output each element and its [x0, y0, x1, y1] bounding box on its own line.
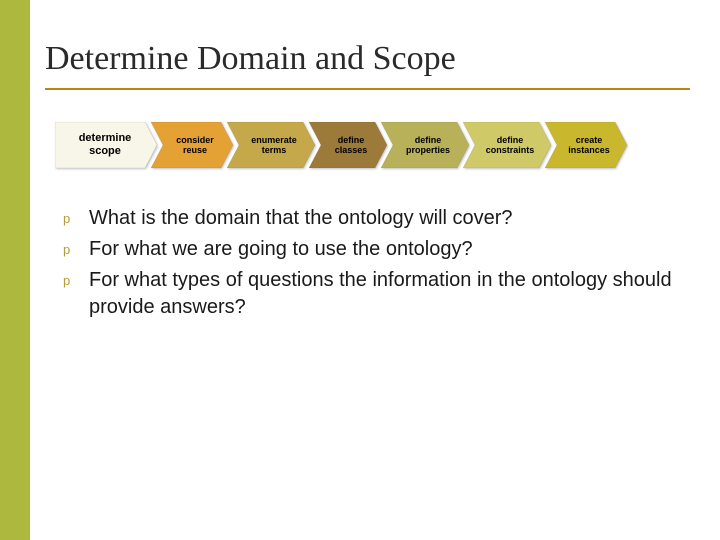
chevron-step-6: create instances	[545, 122, 627, 168]
chevron-label: define classes	[321, 135, 376, 156]
list-item: pFor what types of questions the informa…	[63, 267, 690, 321]
page-title: Determine Domain and Scope	[45, 40, 690, 90]
chevron-step-1: consider reuse	[151, 122, 233, 168]
chevron-step-4: define properties	[381, 122, 469, 168]
bullet-marker: p	[63, 205, 89, 226]
list-item: pFor what we are going to use the ontolo…	[63, 236, 690, 263]
chevron-label: enumerate terms	[237, 135, 305, 156]
chevron-step-3: define classes	[309, 122, 387, 168]
chevron-label: define properties	[392, 135, 458, 156]
bullet-text: What is the domain that the ontology wil…	[89, 205, 513, 232]
process-chevrons: determine scope consider reuse enumerate t…	[55, 120, 690, 170]
chevron-step-2: enumerate terms	[227, 122, 315, 168]
chevron-label: determine scope	[73, 132, 140, 157]
sidebar-accent	[0, 0, 30, 540]
chevron-label: create instances	[554, 135, 618, 156]
chevron-step-0: determine scope	[55, 122, 157, 168]
list-item: pWhat is the domain that the ontology wi…	[63, 205, 690, 232]
bullet-marker: p	[63, 267, 89, 288]
bullet-list: pWhat is the domain that the ontology wi…	[63, 205, 690, 321]
chevron-label: consider reuse	[162, 135, 222, 156]
chevron-step-5: define constraints	[463, 122, 551, 168]
bullet-text: For what types of questions the informat…	[89, 267, 690, 321]
bullet-text: For what we are going to use the ontolog…	[89, 236, 473, 263]
bullet-marker: p	[63, 236, 89, 257]
chevron-label: define constraints	[472, 135, 543, 156]
slide-content: Determine Domain and Scope determine sco…	[45, 0, 720, 321]
